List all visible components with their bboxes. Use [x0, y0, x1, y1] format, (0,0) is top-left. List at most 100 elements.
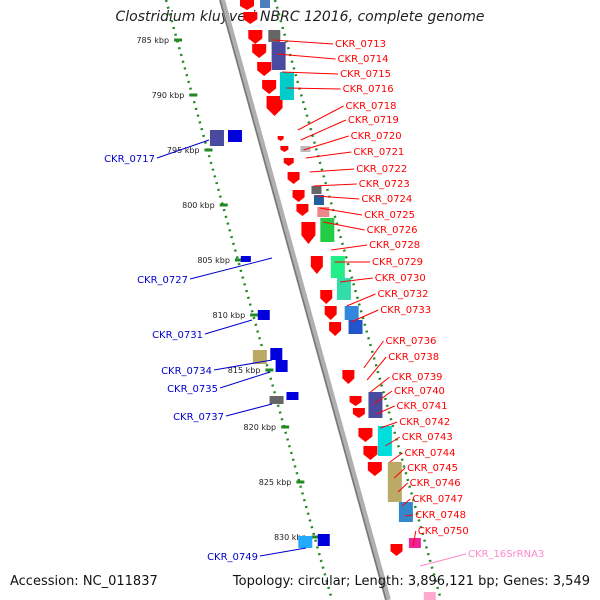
gene-label[interactable]: CKR_0749 [207, 552, 258, 563]
gene-label[interactable]: CKR_0728 [369, 240, 420, 251]
gene-label[interactable]: CKR_0744 [405, 448, 456, 459]
gene-label-leader [259, 547, 307, 557]
gene-label[interactable]: CKR_0742 [399, 417, 450, 428]
gene-label[interactable]: CKR_0745 [407, 463, 458, 474]
forward-gene-arrow [287, 172, 300, 184]
gene-label[interactable]: CKR_0713 [335, 39, 386, 50]
gene-block [260, 0, 270, 8]
forward-gene-arrow [283, 158, 294, 166]
gene-label[interactable]: CKR_0727 [137, 275, 188, 286]
gene-block [268, 30, 281, 42]
gene-label[interactable]: CKR_0724 [361, 194, 412, 205]
gene-label-leader [300, 119, 347, 141]
gene-label[interactable]: CKR_0730 [375, 273, 426, 284]
forward-gene-arrow [390, 544, 403, 556]
forward-gene-arrow [352, 408, 365, 418]
gene-label[interactable]: CKR_0731 [152, 330, 203, 341]
forward-gene-arrow [243, 12, 258, 24]
gene-block [423, 592, 436, 600]
gene-label-leader [303, 135, 349, 151]
forward-gene-arrow [240, 0, 254, 10]
gene-block [313, 195, 324, 205]
gene-label[interactable]: CKR_0741 [397, 401, 448, 412]
feature-group [209, 0, 436, 600]
gene-label-leader [305, 151, 352, 159]
gene-label[interactable]: CKR_0743 [402, 432, 453, 443]
gene-label[interactable]: CKR_0716 [343, 84, 394, 95]
gene-block [311, 186, 322, 194]
reverse-gene-block [298, 536, 313, 548]
gene-label[interactable]: CKR_0722 [356, 164, 407, 175]
gene-label[interactable]: CKR_0740 [394, 386, 445, 397]
forward-gene-arrow [266, 96, 283, 116]
gene-label-leader [331, 244, 368, 251]
forward-gene-arrow [310, 256, 323, 274]
gene-label[interactable]: CKR_0748 [415, 510, 466, 521]
gene-label-leader [389, 452, 403, 463]
gene-label-leader [286, 87, 341, 90]
gene-label-leader [281, 71, 339, 75]
gene-label[interactable]: CKR_0726 [367, 225, 418, 236]
gene-label[interactable]: CKR_0750 [418, 526, 469, 537]
gene-block [348, 320, 363, 334]
reverse-gene-block [317, 534, 330, 546]
gene-label-leader [213, 359, 273, 371]
kbp-tick-label: 795 kbp [167, 146, 200, 155]
gene-label[interactable]: CKR_0746 [410, 478, 461, 489]
forward-gene-arrow [257, 62, 272, 76]
gene-label-leader [297, 105, 344, 131]
gene-label-leader [376, 405, 395, 415]
gene-label[interactable]: CKR_0734 [161, 366, 212, 377]
gene-label-leader [385, 436, 401, 447]
gene-label[interactable]: CKR_0721 [353, 147, 404, 158]
gene-block [279, 72, 294, 100]
genome-backbone [219, 0, 391, 600]
gene-label[interactable]: CKR_0723 [359, 179, 410, 190]
kbp-tick-label: 830 kbp [274, 533, 307, 542]
gene-label[interactable]: CKR_0747 [412, 494, 463, 505]
gene-label[interactable]: CKR_0719 [348, 115, 399, 126]
kbp-tick-group: 785 kbp 790 kbp 795 kbp 800 kbp 805 kbp 810 k… [136, 36, 320, 542]
gene-label[interactable]: CKR_0739 [392, 372, 443, 383]
gene-label[interactable]: CKR_0736 [385, 336, 436, 347]
gene-label-leader [319, 207, 363, 216]
rrna-label[interactable]: CKR_16SrRNA3 [468, 549, 544, 560]
forward-gene-arrow [252, 44, 267, 58]
gene-label[interactable]: CKR_0718 [346, 101, 397, 112]
right-label-group: CKR_0713 CKR_0714 CKR_0715 CKR_0716 CKR_0718… [273, 39, 544, 567]
forward-gene-arrow [280, 146, 289, 152]
gene-label-leader [273, 39, 334, 45]
gene-label[interactable]: CKR_0714 [338, 54, 389, 65]
gene-label[interactable]: CKR_0735 [167, 384, 218, 395]
gene-label-leader [309, 168, 355, 173]
reverse-gene-block [257, 310, 270, 320]
gene-block [344, 306, 359, 320]
gene-label-leader [219, 371, 271, 389]
gene-label-leader [346, 293, 376, 307]
rrna-leader [419, 553, 467, 567]
gene-block [336, 278, 351, 300]
accession-label: Accession: NC_011837 [10, 574, 158, 589]
gene-label-leader [313, 183, 357, 187]
gene-label[interactable]: CKR_0738 [388, 352, 439, 363]
gene-label[interactable]: CKR_0737 [173, 412, 224, 423]
gene-label[interactable]: CKR_0715 [340, 69, 391, 80]
gene-label[interactable]: CKR_0725 [364, 210, 415, 221]
gene-label[interactable]: CKR_0720 [351, 131, 402, 142]
forward-gene-arrow [320, 290, 333, 304]
forward-gene-arrow [349, 396, 362, 406]
gene-label[interactable]: CKR_0717 [104, 154, 155, 165]
reverse-gene-block [270, 348, 283, 360]
kbp-tick-label: 790 kbp [152, 91, 185, 100]
gene-label-leader [350, 309, 379, 323]
gene-block [408, 538, 421, 548]
summary-label: Topology: circular; Length: 3,896,121 bp… [232, 574, 590, 589]
gene-label[interactable]: CKR_0732 [378, 289, 429, 300]
gene-block [320, 218, 335, 242]
forward-gene-arrow [367, 462, 382, 476]
gene-block [330, 256, 345, 278]
gene-label[interactable]: CKR_0733 [380, 305, 431, 316]
gene-label-leader [373, 390, 393, 405]
gene-label[interactable]: CKR_0729 [372, 257, 423, 268]
